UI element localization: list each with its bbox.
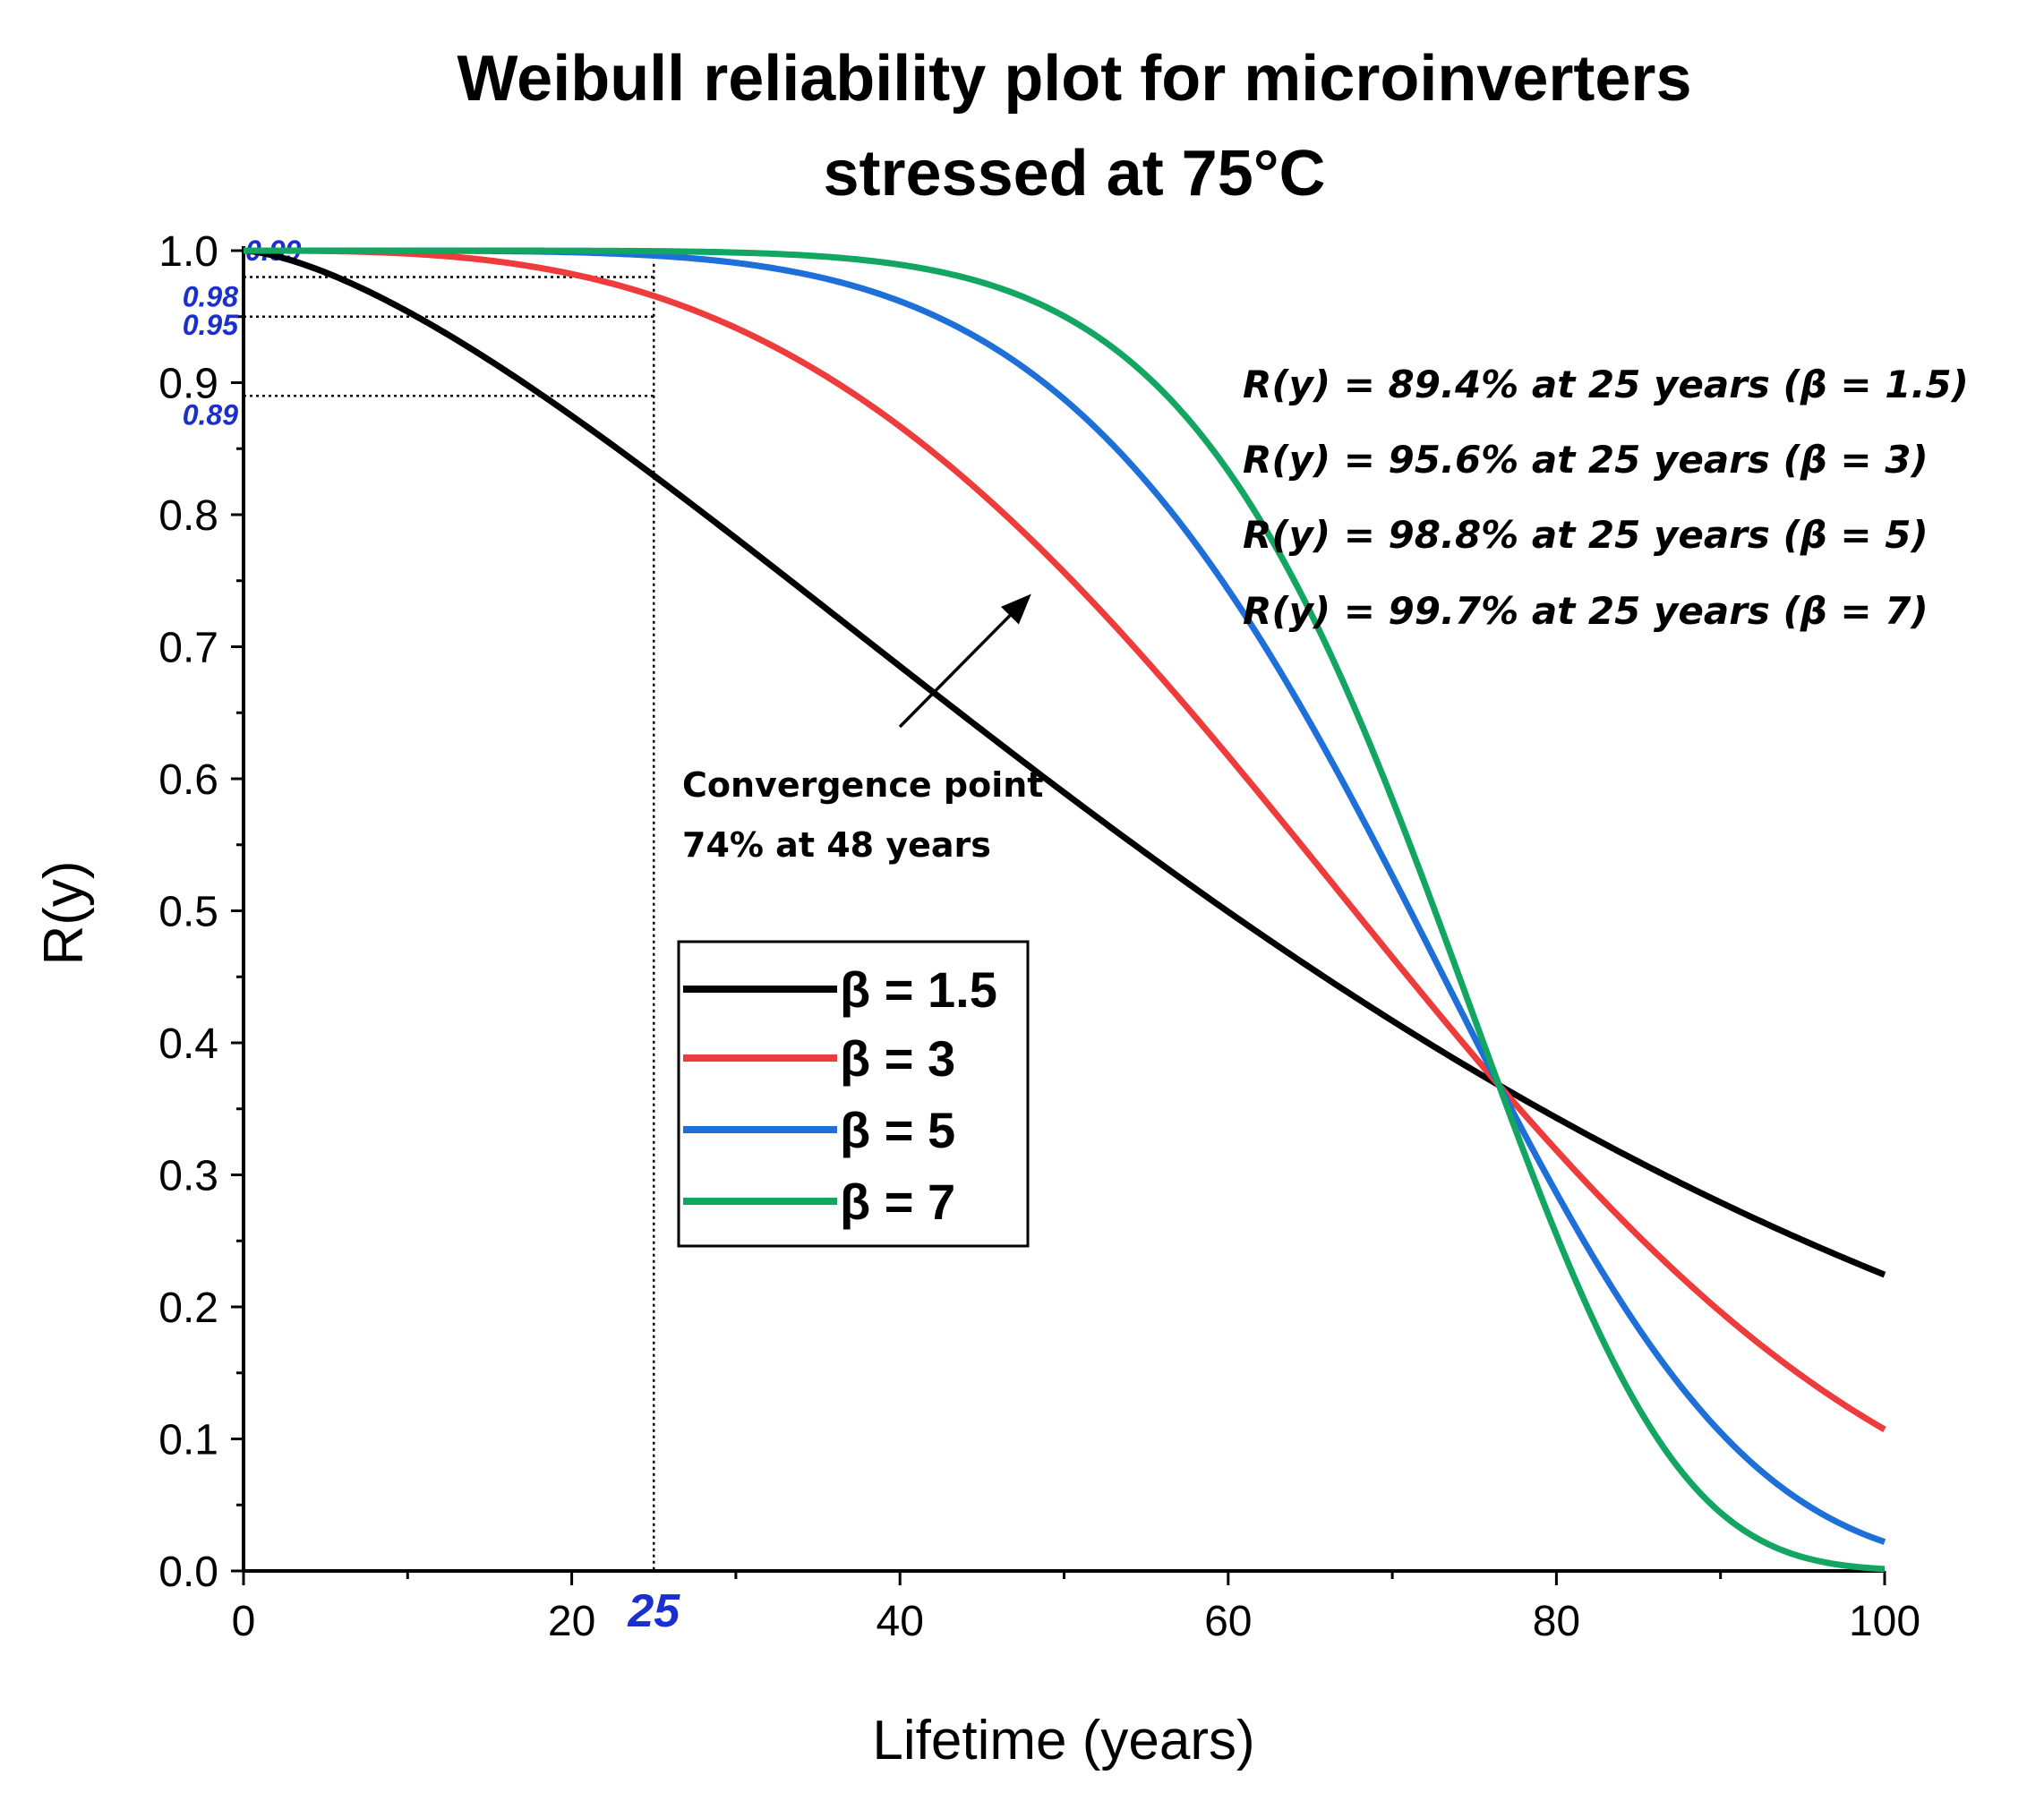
legend-label-beta-1-5: β = 1.5	[840, 961, 997, 1018]
legend-label-beta-3: β = 3	[840, 1030, 955, 1087]
ref-label-0-89: 0.89	[183, 398, 238, 431]
x-tick-label-1: 20	[548, 1598, 595, 1645]
y-tick-label-1: 0.1	[158, 1417, 218, 1464]
ref-label-0-98: 0.98	[183, 281, 238, 313]
ref-label-x-25: 25	[627, 1585, 680, 1637]
y-tick-label-0: 0.0	[158, 1549, 218, 1596]
curve-beta-7	[244, 247, 1886, 1573]
annotation-line-1: Convergence point	[682, 765, 1043, 805]
curve-beta-3	[244, 247, 1886, 1432]
ref-label-0-95: 0.95	[183, 309, 239, 341]
y-tick-label-4: 0.4	[158, 1020, 218, 1068]
x-tick-label-4: 80	[1533, 1598, 1580, 1645]
x-tick-label-3: 60	[1204, 1598, 1252, 1645]
legend-label-beta-5: β = 5	[840, 1102, 955, 1158]
legend: β = 1.5 β = 3 β = 5 β = 7	[677, 940, 1030, 1248]
stat-beta-5: R(y) = 98.8% at 25 years (β = 5)	[1243, 513, 1929, 557]
y-tick-label-9: 0.9	[158, 361, 218, 408]
curve-beta-1-5	[243, 247, 1886, 1278]
x-axis-label: Lifetime (years)	[872, 1710, 1254, 1771]
x-tick-label-5: 100	[1849, 1598, 1920, 1645]
y-tick-label-3: 0.3	[158, 1153, 218, 1200]
y-tick-label-2: 0.2	[158, 1285, 218, 1332]
annotation-arrow-head	[1000, 593, 1031, 625]
y-tick-label-7: 0.7	[158, 625, 218, 672]
axes: 0.0 0.1 0.2 0.3 0.4 0.5 0.6 0.7 0.8 0.9 1.0 0 20 40 60…	[158, 228, 1920, 1645]
x-tick-label-2: 40	[877, 1598, 924, 1645]
annotation-arrow-shaft	[898, 614, 1012, 729]
y-axis-label: R(y)	[33, 860, 95, 965]
convergence-annotation: Convergence point 74% at 48 years	[682, 593, 1043, 865]
curves	[243, 247, 1886, 1573]
chart-title-line-1: Weibull reliability plot for microinvert…	[458, 43, 1692, 115]
stat-beta-7: R(y) = 99.7% at 25 years (β = 7)	[1243, 589, 1929, 633]
x-tick-label-0: 0	[232, 1598, 256, 1645]
y-tick-label-8: 0.8	[158, 492, 218, 540]
y-tick-label-5: 0.5	[158, 889, 218, 936]
legend-label-beta-7: β = 7	[840, 1174, 955, 1230]
annotation-line-2: 74% at 48 years	[682, 825, 991, 865]
y-tick-label-10: 1.0	[158, 228, 218, 276]
stat-beta-1-5: R(y) = 89.4% at 25 years (β = 1.5)	[1243, 363, 1969, 406]
y-tick-label-6: 0.6	[158, 756, 218, 804]
stat-beta-3: R(y) = 95.6% at 25 years (β = 3)	[1243, 438, 1929, 482]
chart-title-line-2: stressed at 75°C	[823, 138, 1325, 209]
